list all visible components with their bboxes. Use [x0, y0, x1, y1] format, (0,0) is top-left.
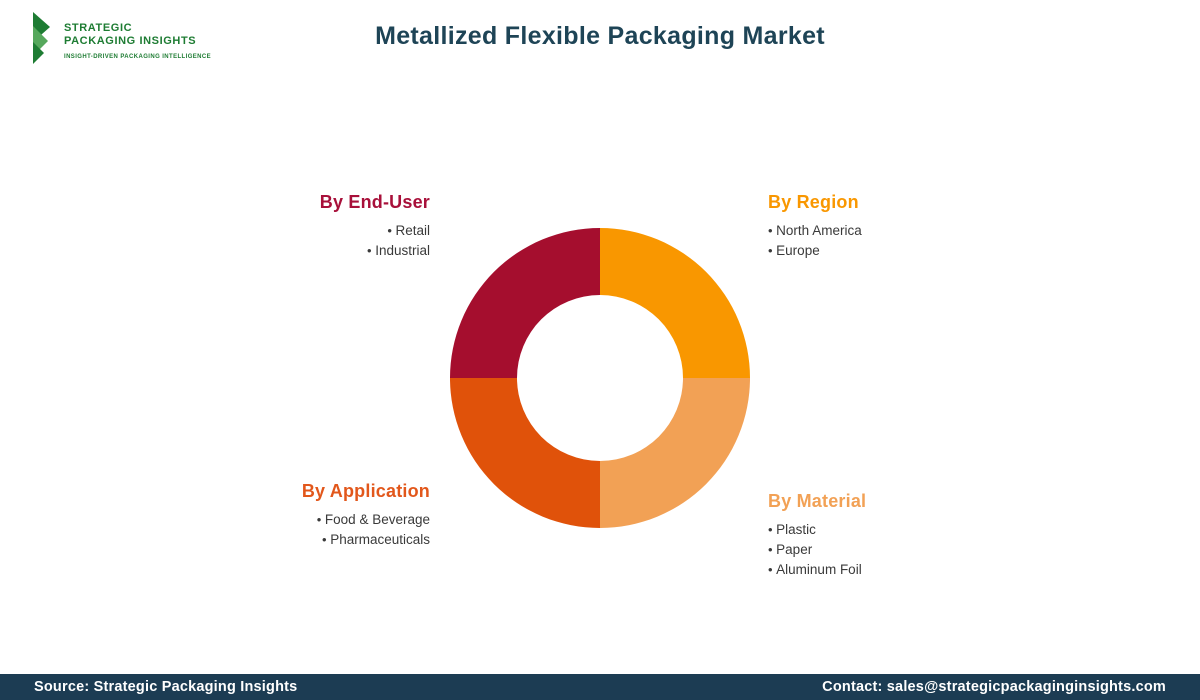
category-block-region: By Region North America Europe — [768, 192, 862, 261]
donut-segment-material — [600, 378, 750, 528]
category-item: Industrial — [320, 241, 430, 261]
category-block-material: By Material Plastic Paper Aluminum Foil — [768, 491, 866, 580]
donut-segment-end-user — [450, 228, 600, 378]
logo-line-1: STRATEGIC — [64, 22, 133, 34]
footer-contact: Contact: sales@strategicpackaginginsight… — [822, 679, 1166, 695]
category-item: Europe — [768, 241, 862, 261]
page-title: Metallized Flexible Packaging Market — [375, 22, 825, 50]
donut-segment-application — [450, 378, 600, 528]
category-item: Pharmaceuticals — [302, 530, 430, 550]
category-title-end-user: By End-User — [319, 192, 430, 212]
category-item: Paper — [768, 540, 866, 560]
category-block-end-user: By End-User Retail Industrial — [320, 192, 430, 261]
category-item: Food & Beverage — [302, 510, 430, 530]
category-title-material: By Material — [768, 491, 867, 511]
logo-text: STRATEGIC PACKAGING INSIGHTS INSIGHT-DRI… — [64, 12, 211, 60]
category-item: Retail — [320, 221, 430, 241]
donut-chart-container — [450, 228, 750, 528]
footer-bar: Source: Strategic Packaging Insights Con… — [0, 674, 1200, 700]
category-item: Aluminum Foil — [768, 560, 866, 580]
footer-source: Source: Strategic Packaging Insights — [34, 679, 298, 695]
category-title-application: By Application — [301, 481, 430, 501]
category-block-application: By Application Food & Beverage Pharmaceu… — [302, 481, 430, 550]
category-title-region: By Region — [768, 192, 859, 212]
donut-segment-region — [600, 228, 750, 378]
logo-tagline: INSIGHT-DRIVEN PACKAGING INTELLIGENCE — [64, 54, 212, 60]
logo-line-2: PACKAGING INSIGHTS — [64, 35, 197, 47]
donut-chart — [450, 228, 750, 528]
category-item: Plastic — [768, 520, 866, 540]
category-item: North America — [768, 221, 862, 241]
company-logo: STRATEGIC PACKAGING INSIGHTS INSIGHT-DRI… — [33, 12, 211, 70]
logo-arrow-icon — [33, 12, 50, 64]
